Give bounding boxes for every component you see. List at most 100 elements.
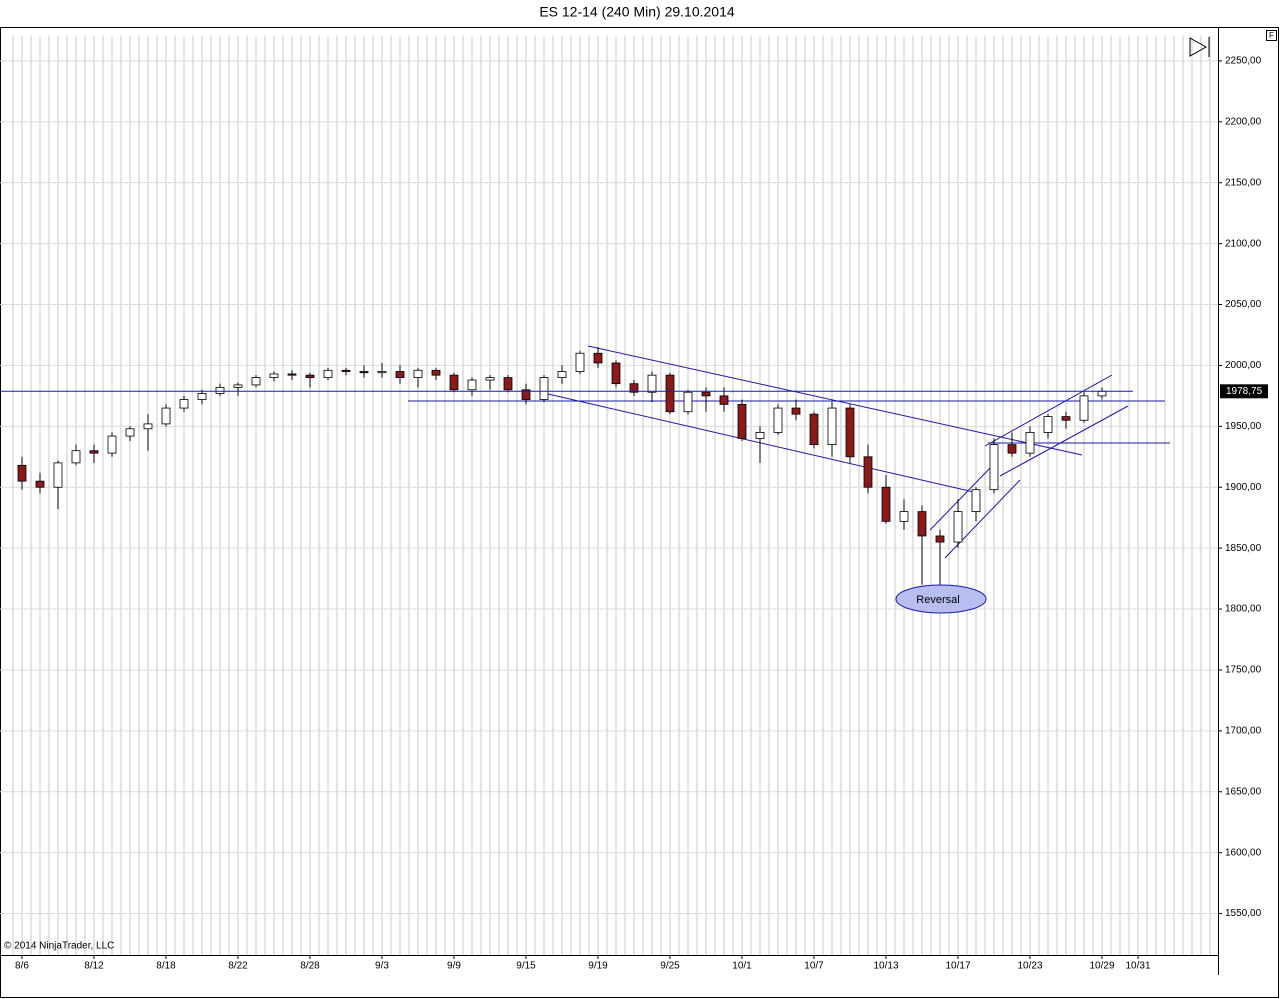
x-tick-label: 9/19 bbox=[588, 961, 608, 972]
annotation-text: Reversal bbox=[916, 594, 959, 606]
candles bbox=[17, 347, 1107, 591]
y-tick-label: 1650,00 bbox=[1225, 786, 1262, 797]
candle-body bbox=[863, 456, 873, 488]
candle-body bbox=[971, 489, 981, 512]
y-tick-label: 1800,00 bbox=[1225, 604, 1262, 615]
candle-body bbox=[179, 399, 189, 409]
y-tick-label: 1900,00 bbox=[1225, 482, 1262, 493]
x-tick-label: 10/31 bbox=[1125, 961, 1150, 972]
candle-body bbox=[503, 377, 513, 391]
candle-body bbox=[683, 391, 693, 413]
x-tick-label: 10/7 bbox=[804, 961, 824, 972]
candle-body bbox=[1061, 416, 1071, 421]
candle-body bbox=[989, 444, 999, 491]
x-tick-label: 10/13 bbox=[873, 961, 898, 972]
panel-button[interactable] bbox=[1266, 30, 1277, 41]
x-tick-label: 9/15 bbox=[516, 961, 536, 972]
candle-body bbox=[107, 435, 117, 454]
candle-body bbox=[395, 371, 405, 379]
candle-body bbox=[611, 362, 621, 385]
candle-body bbox=[215, 386, 225, 394]
candle-body bbox=[845, 407, 855, 458]
y-tick-label: 2050,00 bbox=[1225, 299, 1262, 310]
trend-line bbox=[547, 393, 979, 494]
candle-body bbox=[287, 373, 297, 376]
candle-body bbox=[89, 450, 99, 454]
candle-body bbox=[755, 432, 765, 439]
candle-body bbox=[431, 369, 441, 376]
candle-body bbox=[449, 374, 459, 391]
candle-body bbox=[827, 407, 837, 446]
candle-body bbox=[233, 384, 243, 388]
candle-body bbox=[629, 383, 639, 393]
y-tick-label: 1550,00 bbox=[1225, 908, 1262, 919]
candle-body bbox=[881, 486, 891, 522]
y-tick-label: 1700,00 bbox=[1225, 726, 1262, 737]
candle-body bbox=[575, 352, 585, 372]
x-tick-label: 8/12 bbox=[84, 961, 104, 972]
candle-body bbox=[71, 450, 81, 464]
candle-body bbox=[791, 407, 801, 415]
candle-body bbox=[1007, 444, 1017, 454]
drawing-tools bbox=[408, 345, 1170, 559]
grid bbox=[0, 36, 1218, 955]
frame bbox=[0, 27, 1279, 998]
panel-button-label[interactable]: F bbox=[1269, 31, 1274, 40]
y-tick-label: 2200,00 bbox=[1225, 116, 1262, 127]
candle-body bbox=[1097, 390, 1107, 397]
trend-line bbox=[984, 374, 1113, 447]
candle-body bbox=[1079, 395, 1089, 421]
candle-body bbox=[647, 374, 657, 393]
candle-body bbox=[377, 371, 387, 374]
candle-body bbox=[953, 511, 963, 543]
candle-body bbox=[53, 462, 63, 488]
x-tick-label: 10/17 bbox=[945, 961, 970, 972]
candle-body bbox=[665, 374, 675, 413]
x-tick-label: 8/28 bbox=[300, 961, 320, 972]
y-tick-label: 2150,00 bbox=[1225, 177, 1262, 188]
y-tick-label: 1850,00 bbox=[1225, 543, 1262, 554]
x-tick-label: 10/23 bbox=[1017, 961, 1042, 972]
x-tick-label: 9/25 bbox=[660, 961, 680, 972]
y-tick-label: 2000,00 bbox=[1225, 360, 1262, 371]
chart-title: ES 12-14 (240 Min) 29.10.2014 bbox=[539, 4, 735, 20]
candle-body bbox=[1043, 416, 1053, 433]
candle-body bbox=[917, 511, 927, 537]
candle-body bbox=[467, 379, 477, 391]
last-price-label: 1978,75 bbox=[1226, 386, 1263, 397]
candle-body bbox=[269, 373, 279, 379]
candle-body bbox=[557, 371, 567, 379]
last-price-box bbox=[1220, 384, 1268, 399]
trend-line bbox=[999, 405, 1129, 477]
candle-body bbox=[701, 391, 711, 397]
candle-body bbox=[197, 393, 207, 400]
candle-body bbox=[143, 423, 153, 430]
candle-body bbox=[359, 371, 369, 374]
candle-body bbox=[539, 377, 549, 400]
play-button[interactable] bbox=[1189, 37, 1210, 57]
trend-line bbox=[929, 465, 993, 531]
candle-body bbox=[935, 535, 945, 543]
candle-body bbox=[593, 352, 603, 364]
candle-body bbox=[17, 464, 27, 482]
candle-body bbox=[161, 407, 171, 425]
candle-body bbox=[35, 480, 45, 488]
candle-body bbox=[305, 374, 315, 379]
play-icon[interactable] bbox=[1189, 37, 1208, 57]
y-tick-label: 2250,00 bbox=[1225, 56, 1262, 67]
candle-body bbox=[737, 404, 747, 439]
annotation-ellipse bbox=[895, 584, 987, 614]
x-tick-label: 10/29 bbox=[1089, 961, 1114, 972]
candle-body bbox=[125, 428, 135, 437]
candle-body bbox=[413, 369, 423, 379]
x-tick-label: 9/9 bbox=[447, 961, 461, 972]
copyright: © 2014 NinjaTrader, LLC bbox=[4, 941, 114, 952]
candle-body bbox=[899, 511, 909, 522]
y-tick-label: 1750,00 bbox=[1225, 665, 1262, 676]
candle-body bbox=[809, 413, 819, 446]
x-tick-label: 9/3 bbox=[375, 961, 389, 972]
y-tick-label: 1950,00 bbox=[1225, 421, 1262, 432]
x-tick-label: 8/22 bbox=[228, 961, 248, 972]
